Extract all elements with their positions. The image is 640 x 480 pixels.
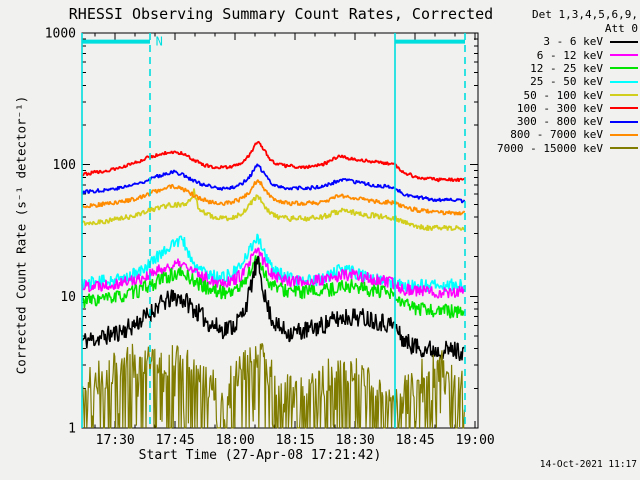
legend-color-line (610, 67, 638, 70)
x-tick-label: 18:30 (336, 433, 375, 448)
legend-item-label: 300 - 800 keV (516, 115, 603, 129)
legend-detectors: Det 1,3,4,5,6,9, (532, 8, 638, 21)
legend-color-line (610, 54, 638, 57)
y-tick-label: 10 (60, 290, 76, 305)
legend-item-label: 3 - 6 keV (543, 35, 603, 49)
legend-attenuator: Att 0 (604, 21, 638, 35)
legend-item-label: 100 - 300 keV (516, 101, 603, 115)
y-tick-label: 1 (68, 422, 76, 437)
x-tick-label: 18:45 (396, 433, 435, 448)
series-line-3to6keV (81, 255, 465, 362)
legend-color-line (610, 107, 638, 110)
y-tick-label: 1000 (45, 27, 76, 42)
x-tick-label: 18:00 (216, 433, 255, 448)
legend-color-line (610, 94, 638, 97)
series-line-12to25keV (81, 255, 466, 319)
series-line-300to800keV (81, 163, 466, 204)
legend-color-line (610, 147, 638, 150)
y-tick-label: 100 (53, 158, 76, 173)
legend-item: 300 - 800 keV (497, 115, 638, 128)
night-flag-label: N (156, 35, 163, 49)
series-line-800to7000keV (81, 179, 466, 216)
legend-item: 100 - 300 keV (497, 102, 638, 115)
series-line-6to12keV (81, 247, 466, 299)
legend-item: 7000 - 15000 keV (497, 142, 638, 155)
y-axis-label: Corrected Count Rate (s⁻¹ detector⁻¹) (13, 95, 29, 375)
legend-color-line (610, 40, 638, 43)
legend-item-label: 800 - 7000 keV (510, 128, 603, 142)
x-tick-label: 18:15 (276, 433, 315, 448)
legend-color-line (610, 80, 638, 83)
legend-item: 800 - 7000 keV (497, 128, 638, 141)
legend-item-label: 6 - 12 keV (536, 48, 603, 62)
series-line-7000to15000keV (81, 342, 465, 429)
legend-item: 12 - 25 keV (497, 62, 638, 75)
legend: Det 1,3,4,5,6,9, Att 0 3 - 6 keV 6 - 12 k… (497, 8, 638, 155)
x-tick-label: 17:30 (96, 433, 135, 448)
chart-title: RHESSI Observing Summary Count Rates, Co… (68, 5, 494, 23)
creation-timestamp: 14-Oct-2021 11:17 (539, 459, 637, 470)
legend-item-label: 25 - 50 keV (530, 75, 603, 89)
legend-item: 50 - 100 keV (497, 88, 638, 102)
legend-color-line (610, 120, 638, 123)
legend-item-label: 12 - 25 keV (530, 61, 603, 75)
series-line-25to50keV (81, 233, 465, 293)
x-tick-label: 17:45 (156, 433, 195, 448)
x-tick-label: 19:00 (456, 433, 495, 448)
legend-item-label: 7000 - 15000 keV (497, 141, 603, 155)
legend-entries: 3 - 6 keV 6 - 12 keV 12 - 25 keV 25 - 50 ke… (497, 35, 638, 155)
legend-item: 25 - 50 keV (497, 75, 638, 88)
series-line-50to100keV (81, 188, 465, 231)
legend-item: 6 - 12 keV (497, 48, 638, 62)
series-line-100to300keV (81, 140, 465, 183)
legend-item: 3 - 6 keV (497, 35, 638, 48)
x-axis-label: Start Time (27-Apr-08 17:21:42) (138, 448, 382, 463)
legend-item-label: 50 - 100 keV (523, 88, 603, 102)
legend-color-line (610, 133, 638, 136)
